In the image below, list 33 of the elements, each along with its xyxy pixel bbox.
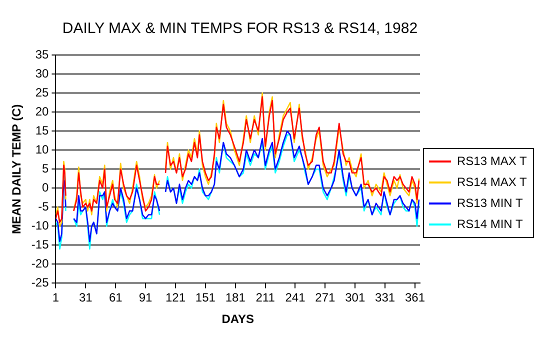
y-tick-label: -25 <box>31 276 50 290</box>
x-tick-label: 1 <box>52 290 60 305</box>
x-tick-label: 301 <box>345 290 366 305</box>
x-tick-label: 61 <box>108 290 123 305</box>
y-tick-label: 15 <box>35 123 50 138</box>
y-tick-label: -20 <box>31 256 50 270</box>
legend-label: RS13 MAX T <box>456 154 528 168</box>
x-tick-label: 91 <box>138 290 153 305</box>
y-tick-label: -10 <box>31 218 50 232</box>
legend-label: RS14 MIN T <box>456 216 524 231</box>
x-tick-label: 31 <box>79 290 93 305</box>
x-tick-label: 271 <box>315 290 336 305</box>
legend-label: RS14 MAX T <box>456 174 528 189</box>
legend-label: RS13 MIN T <box>456 196 524 210</box>
x-tick-label: 181 <box>225 290 246 305</box>
x-tick-label: 151 <box>195 290 216 305</box>
x-tick-label: 361 <box>404 290 426 305</box>
y-tick-label: 30 <box>35 66 50 80</box>
x-axis-title: DAYS <box>222 312 254 326</box>
y-tick-label: 35 <box>35 47 50 62</box>
y-tick-label: 20 <box>35 104 50 118</box>
y-tick-label: -5 <box>38 199 50 214</box>
x-tick-label: 331 <box>375 290 396 305</box>
y-tick-label: 0 <box>42 180 50 194</box>
x-tick-label: 121 <box>165 290 186 305</box>
y-tick-label: 5 <box>42 161 50 176</box>
y-tick-label: 25 <box>35 85 50 100</box>
y-tick-label: -15 <box>31 237 50 252</box>
y-tick-label: 10 <box>35 142 50 156</box>
y-axis-title: MEAN DAILY TEMP (C) <box>10 104 24 234</box>
chart-title: DAILY MAX & MIN TEMPS FOR RS13 & RS14, 1982 <box>61 20 419 37</box>
x-tick-label: 211 <box>256 290 276 305</box>
x-tick-label: 241 <box>285 290 306 305</box>
